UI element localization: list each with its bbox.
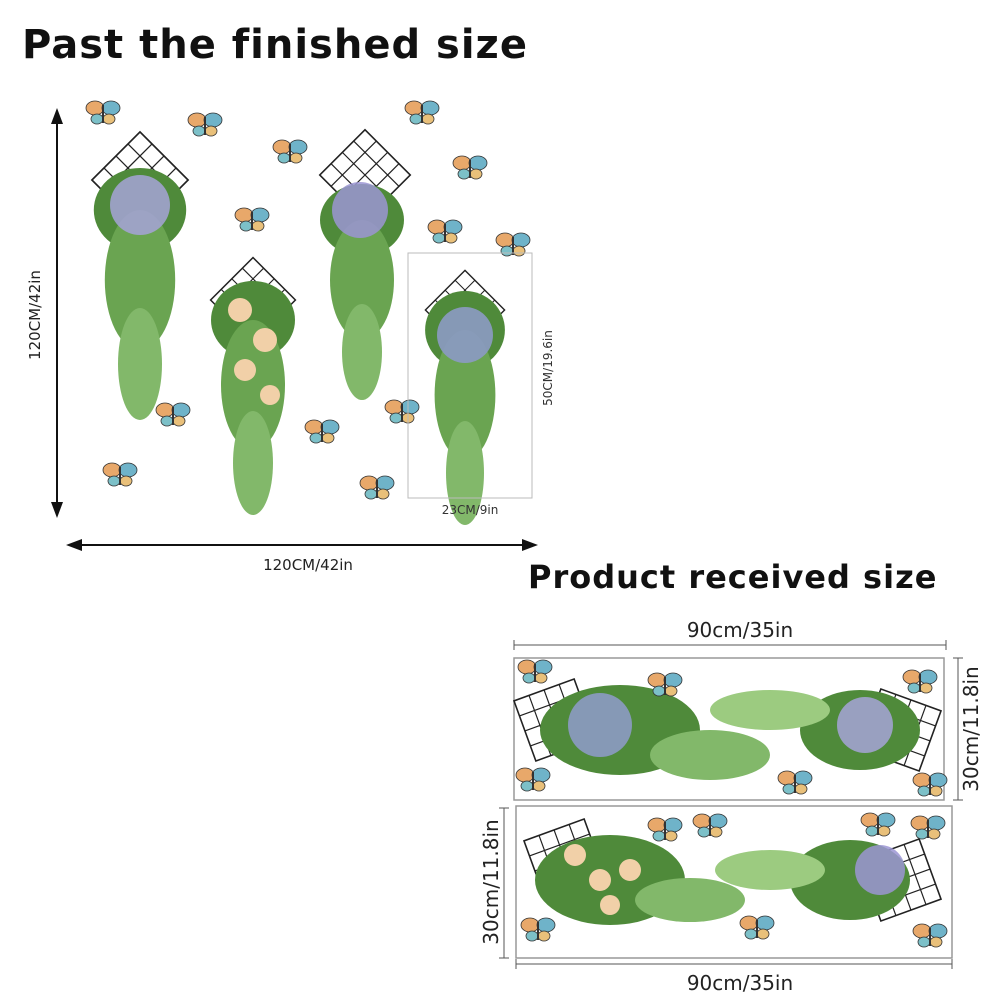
top-width-label: 90cm/35in — [687, 618, 793, 642]
bottom-width-label: 90cm/35in — [687, 971, 793, 995]
received-dimension-lines — [499, 640, 963, 969]
bottom-sheet — [515, 805, 953, 959]
received-title: Product received size — [528, 558, 937, 596]
item-width-label: 23CM/9in — [442, 503, 499, 517]
finished-title: Past the finished size — [22, 22, 528, 68]
item-height-label: 50CM/19.6in — [541, 330, 555, 406]
top-height-label: 30cm/11.8in — [959, 666, 983, 791]
bottom-height-label: 30cm/11.8in — [479, 819, 503, 944]
height-label: 120CM/42in — [26, 270, 44, 360]
finished-artwork — [85, 100, 531, 525]
dimension-lines — [51, 108, 538, 551]
width-label: 120CM/42in — [263, 556, 353, 574]
top-sheet — [513, 657, 948, 801]
